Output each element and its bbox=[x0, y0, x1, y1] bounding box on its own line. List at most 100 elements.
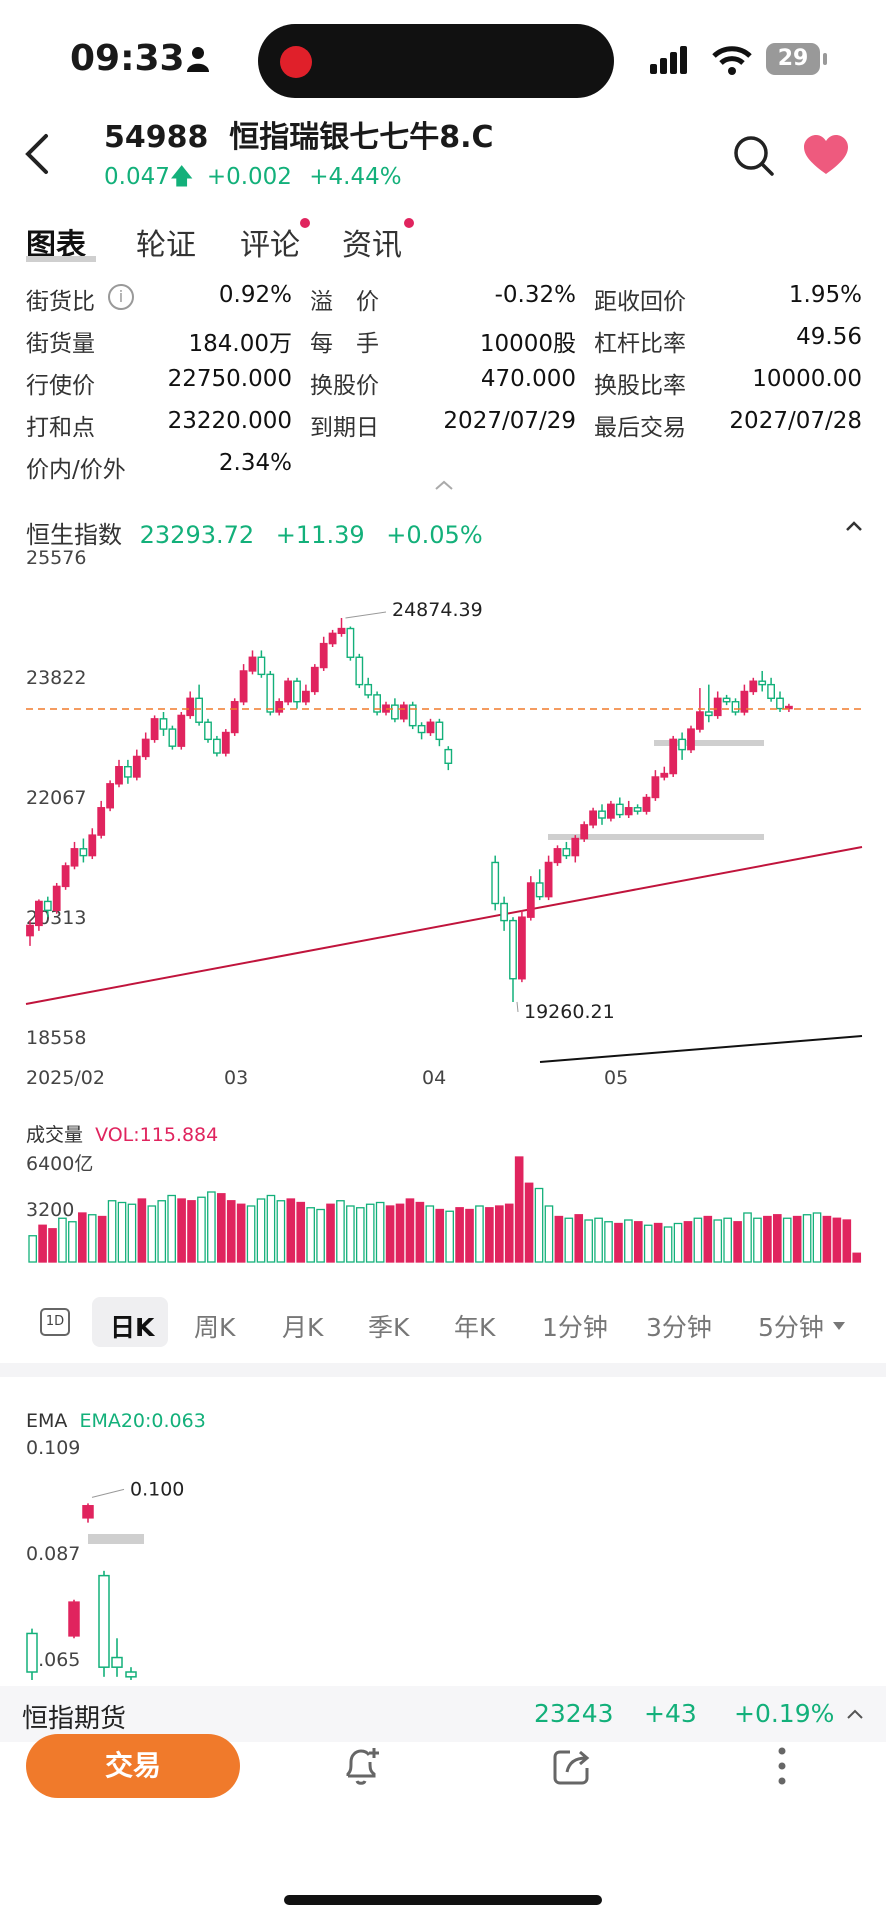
period-month-k[interactable]: 月K bbox=[282, 1313, 324, 1342]
info-icon[interactable]: i bbox=[108, 284, 134, 310]
candle-body bbox=[212, 738, 221, 754]
volume-bar bbox=[147, 1205, 157, 1263]
candle-body bbox=[43, 900, 52, 912]
trade-button[interactable]: 交易 bbox=[26, 1734, 240, 1798]
favorite-button[interactable] bbox=[802, 134, 850, 180]
candle-body bbox=[704, 711, 713, 717]
candle-body bbox=[391, 704, 399, 720]
y-tick-label: 25576 bbox=[26, 550, 86, 569]
y-tick-label: 0.087 bbox=[26, 1543, 80, 1565]
volume-bar bbox=[524, 1182, 534, 1263]
dropdown-icon[interactable] bbox=[832, 1316, 846, 1335]
info-value: -0.32% bbox=[494, 282, 576, 308]
candle-body bbox=[607, 803, 615, 819]
collapse-info-button[interactable] bbox=[434, 476, 454, 495]
candle-body bbox=[758, 680, 767, 686]
candle-body bbox=[408, 704, 417, 727]
futures-bar[interactable]: 恒指期货 23243 +43 +0.19% bbox=[0, 1686, 886, 1742]
tab-news[interactable]: 资讯 bbox=[342, 228, 402, 263]
support-line bbox=[548, 834, 764, 840]
tab-comments[interactable]: 评论 bbox=[240, 228, 300, 263]
volume-bar bbox=[226, 1200, 236, 1263]
tab-warrants[interactable]: 轮证 bbox=[136, 228, 196, 263]
y-tick-label: 18558 bbox=[26, 1027, 86, 1049]
period-1min[interactable]: 1分钟 bbox=[542, 1313, 608, 1342]
futures-name: 恒指期货 bbox=[22, 1704, 127, 1734]
share-icon bbox=[553, 1750, 590, 1785]
back-button[interactable] bbox=[22, 132, 52, 180]
warrant-candlestick-chart[interactable]: 0.109 0.087 0.065 0.100 bbox=[0, 1440, 886, 1685]
volume-bar bbox=[415, 1201, 425, 1263]
ema-title: EMA bbox=[26, 1410, 68, 1432]
period-year-k[interactable]: 年K bbox=[454, 1313, 496, 1342]
volume-bar-chart[interactable]: 6400亿 3200 bbox=[0, 1150, 886, 1270]
index-name: 恒生指数 bbox=[26, 521, 122, 549]
period-week-k[interactable]: 周K bbox=[194, 1313, 236, 1342]
candle-body bbox=[776, 697, 784, 710]
annotation-leader bbox=[516, 1001, 519, 1013]
candle-body bbox=[562, 848, 571, 857]
volume-bar bbox=[465, 1208, 474, 1263]
index-change: +11.39 bbox=[275, 521, 365, 549]
volume-bar bbox=[504, 1203, 514, 1263]
high-annotation: 24874.39 bbox=[392, 599, 483, 621]
info-value: 10000.00 bbox=[752, 366, 862, 392]
period-5min[interactable]: 5分钟 bbox=[758, 1313, 824, 1342]
period-1d-button[interactable]: 1D bbox=[40, 1308, 70, 1336]
volume-bar bbox=[564, 1217, 574, 1263]
candle-body bbox=[633, 807, 642, 812]
more-button[interactable] bbox=[776, 1746, 788, 1790]
period-day-k[interactable]: 日K bbox=[110, 1313, 155, 1342]
info-label: 换股价 bbox=[310, 373, 379, 399]
volume-bar bbox=[475, 1205, 484, 1263]
volume-bar bbox=[673, 1222, 683, 1263]
search-button[interactable] bbox=[732, 134, 776, 182]
volume-bar bbox=[514, 1156, 524, 1263]
info-value: 1.95% bbox=[788, 282, 862, 308]
heart-icon bbox=[804, 135, 848, 174]
info-label: 杠杆比率 bbox=[594, 331, 686, 357]
futures-change: +43 bbox=[644, 1699, 697, 1728]
period-quarter-k[interactable]: 季K bbox=[368, 1313, 410, 1342]
volume-bar bbox=[485, 1207, 494, 1263]
candle-body bbox=[106, 783, 115, 809]
alert-button[interactable] bbox=[340, 1744, 384, 1792]
volume-bar bbox=[445, 1210, 454, 1263]
high-annotation: 0.100 bbox=[130, 1478, 184, 1500]
volume-bar bbox=[48, 1228, 57, 1263]
candle-body bbox=[417, 724, 426, 734]
period-3min[interactable]: 3分钟 bbox=[646, 1313, 712, 1342]
volume-bar bbox=[554, 1215, 564, 1263]
candle-body bbox=[615, 803, 624, 816]
volume-bar bbox=[604, 1221, 613, 1263]
candle-body bbox=[284, 680, 292, 703]
candle-body bbox=[150, 718, 159, 741]
candle-body bbox=[740, 690, 749, 713]
candle-body bbox=[553, 848, 562, 864]
candle-body bbox=[35, 900, 43, 927]
info-label: 溢 价 bbox=[310, 289, 379, 315]
volume-bar bbox=[663, 1226, 673, 1263]
volume-bar bbox=[346, 1205, 355, 1263]
candle-body bbox=[266, 673, 275, 713]
volume-bar bbox=[38, 1224, 47, 1263]
volume-bar bbox=[316, 1208, 325, 1263]
volume-bar bbox=[365, 1203, 375, 1263]
more-vertical-icon bbox=[778, 1747, 786, 1785]
volume-bar bbox=[28, 1235, 37, 1263]
y-tick-label: 23822 bbox=[26, 667, 86, 689]
info-value: 22750.000 bbox=[167, 366, 292, 392]
candle-body bbox=[177, 714, 186, 747]
volume-bar bbox=[832, 1217, 842, 1263]
volume-bar bbox=[87, 1214, 97, 1263]
volume-bar bbox=[127, 1203, 137, 1263]
collapse-chart-button[interactable] bbox=[844, 518, 864, 537]
period-day-selected[interactable] bbox=[92, 1297, 168, 1347]
y-tick-label: 3200 bbox=[26, 1199, 74, 1221]
volume-bar bbox=[355, 1207, 365, 1263]
share-button[interactable] bbox=[550, 1744, 594, 1792]
volume-bar bbox=[743, 1212, 752, 1263]
volume-bar bbox=[177, 1198, 186, 1263]
candle-body bbox=[731, 701, 740, 713]
